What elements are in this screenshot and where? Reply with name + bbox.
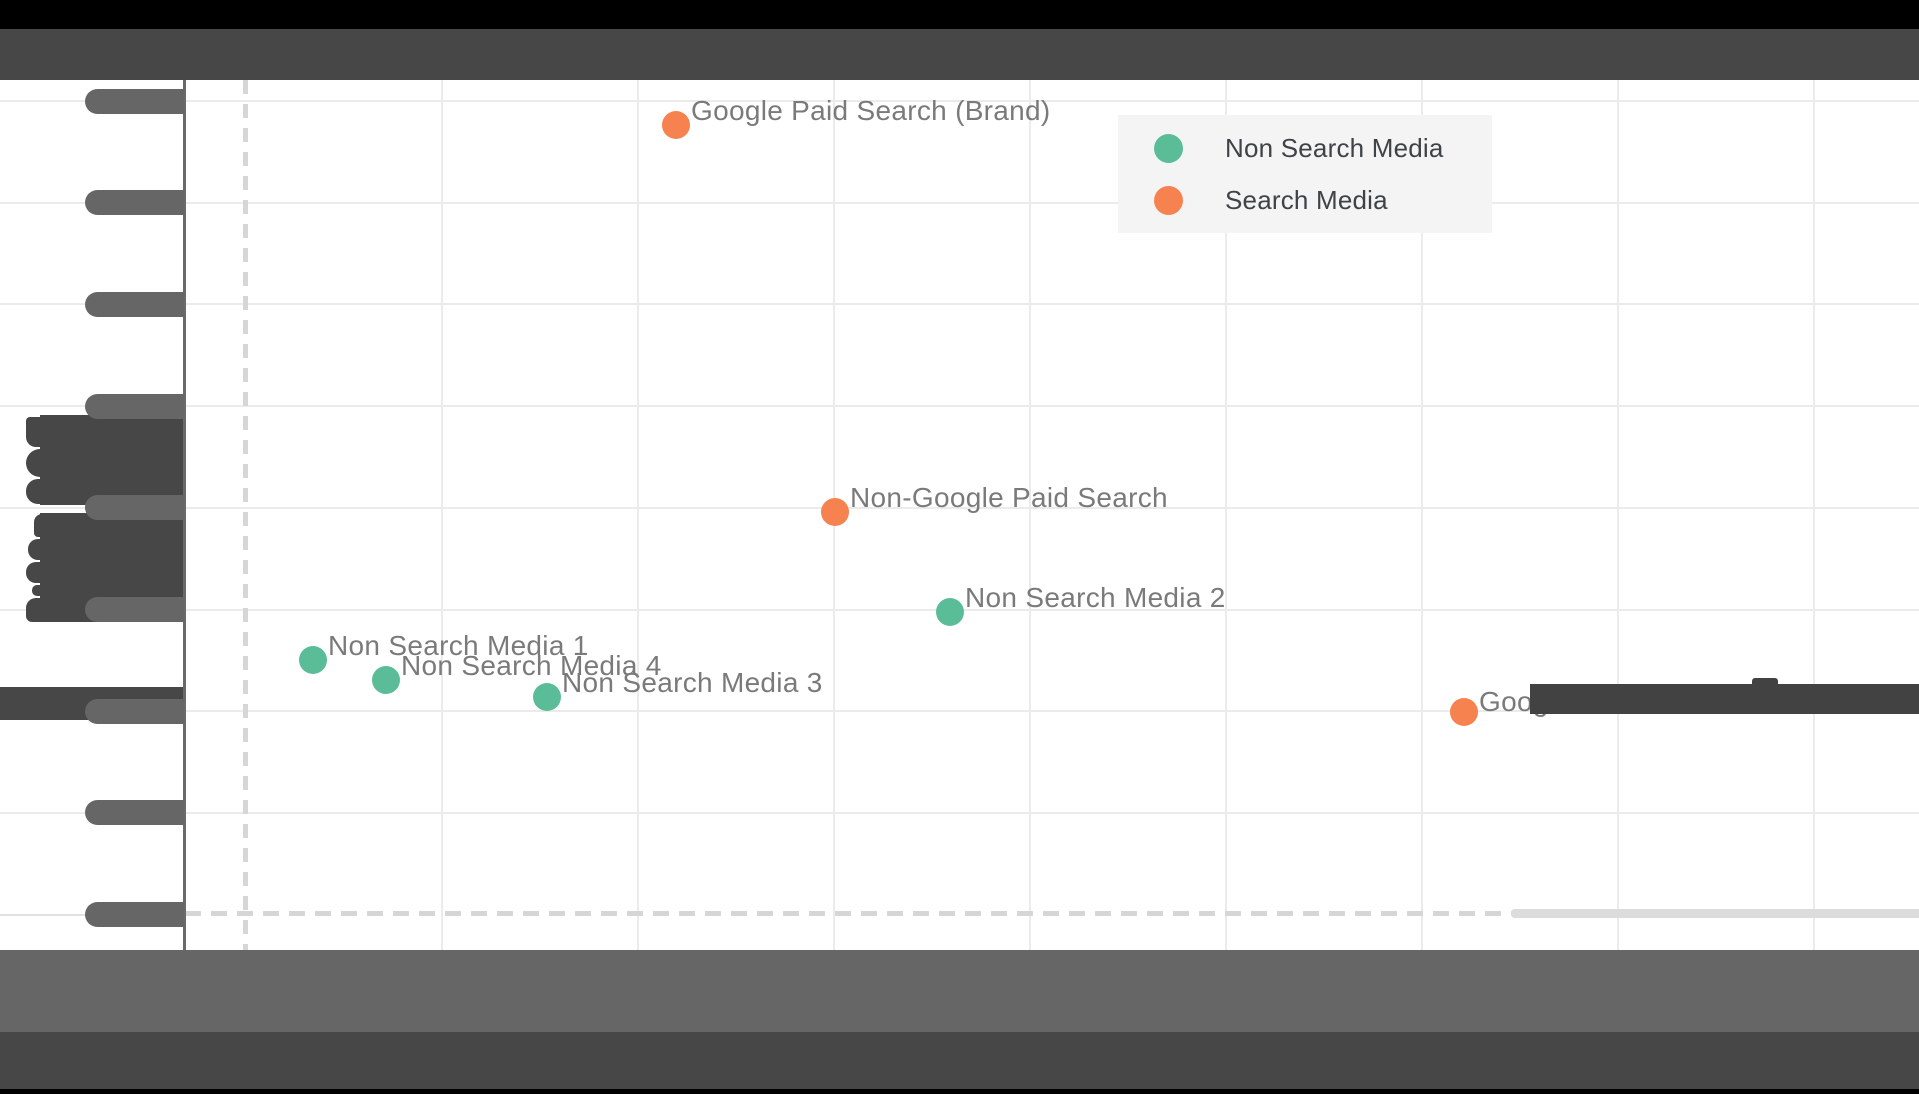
gridline-horizontal bbox=[0, 405, 1919, 408]
y-axis-title-glyph-blob bbox=[34, 514, 56, 537]
gridline-horizontal bbox=[0, 201, 1919, 204]
y-tick-label-redaction bbox=[85, 597, 184, 622]
title-redaction-bar bbox=[0, 29, 1919, 80]
gridline-horizontal bbox=[0, 303, 1919, 306]
x-axis-labels-redaction-bar bbox=[0, 950, 1919, 1032]
data-point-google-paid-search-brand[interactable] bbox=[662, 111, 690, 139]
gridline-vertical bbox=[1028, 80, 1031, 951]
gridline-vertical bbox=[636, 80, 639, 951]
gridline-horizontal bbox=[0, 811, 1919, 814]
legend-item-search-media[interactable]: Search Media bbox=[1118, 177, 1492, 223]
data-point-non-search-media-2[interactable] bbox=[936, 598, 964, 626]
y-tick-label-redaction bbox=[85, 698, 184, 724]
gridline-vertical bbox=[1616, 80, 1619, 951]
y-tick-label-redaction bbox=[85, 393, 184, 419]
y-tick-label-redaction bbox=[85, 291, 184, 317]
legend-dot-icon bbox=[1154, 133, 1183, 163]
gridline-vertical bbox=[1224, 80, 1227, 951]
y-axis-title-glyph-blob bbox=[26, 598, 54, 622]
data-point-label-non-google-paid-search: Non-Google Paid Search bbox=[850, 482, 1168, 513]
y-axis-title-glyph-blob bbox=[26, 562, 54, 583]
data-point-goog[interactable] bbox=[1450, 698, 1478, 726]
gridline-vertical bbox=[1812, 80, 1815, 951]
gridline-vertical bbox=[440, 80, 443, 951]
data-point-label-non-search-media-1: Non Search Media 1 bbox=[328, 630, 589, 661]
y-axis-title-glyph-blob bbox=[32, 585, 52, 596]
data-point-non-search-media-4[interactable] bbox=[372, 666, 400, 694]
bottom-black-bar bbox=[0, 1089, 1919, 1094]
gridline-vertical bbox=[1420, 80, 1423, 951]
data-point-label-non-search-media-3: Non Search Media 3 bbox=[562, 667, 823, 698]
top-black-bar bbox=[0, 0, 1919, 29]
y-tick-label-redaction bbox=[85, 495, 184, 521]
gridline-horizontal bbox=[0, 710, 1919, 713]
y-axis-title-glyph-blob bbox=[28, 539, 54, 560]
legend: Non Search Media Search Media bbox=[1118, 115, 1492, 233]
y-axis-title-redaction-upper bbox=[40, 415, 183, 505]
data-label-redaction-bar bbox=[1530, 684, 1919, 714]
x-axis-title-redaction-bar bbox=[0, 1032, 1919, 1089]
legend-label: Search Media bbox=[1225, 184, 1388, 215]
y-tick-label-redaction bbox=[85, 190, 184, 216]
data-point-label-non-search-media-4: Non Search Media 4 bbox=[401, 650, 662, 681]
y-tick-label-redaction bbox=[85, 902, 184, 928]
reference-line-horizontal-dashed bbox=[185, 910, 1919, 916]
data-point-non-search-media-3[interactable] bbox=[533, 683, 561, 711]
data-point-non-search-media-1[interactable] bbox=[299, 646, 327, 674]
y-axis-title-glyph-blob bbox=[26, 479, 56, 504]
data-label-redaction-bump bbox=[1752, 678, 1778, 688]
data-point-label-non-search-media-2: Non Search Media 2 bbox=[965, 582, 1226, 613]
dashed-line-redaction-bar bbox=[1511, 909, 1919, 918]
reference-line-vertical-dashed bbox=[243, 80, 248, 951]
y-axis-title-glyph-blob bbox=[26, 417, 56, 447]
gridline-horizontal bbox=[0, 100, 1919, 102]
legend-item-non-search-media[interactable]: Non Search Media bbox=[1118, 125, 1492, 171]
y-tick-label-redaction bbox=[85, 800, 184, 826]
data-point-non-google-paid-search[interactable] bbox=[821, 498, 849, 526]
y-tick-label-redaction bbox=[85, 88, 184, 114]
data-point-label-google-paid-search-brand: Google Paid Search (Brand) bbox=[691, 95, 1051, 126]
gridline-horizontal bbox=[0, 506, 1919, 509]
y-axis-title-glyph-blob bbox=[26, 449, 56, 477]
legend-dot-icon bbox=[1154, 185, 1183, 215]
y-axis-line bbox=[183, 80, 186, 951]
legend-label: Non Search Media bbox=[1225, 132, 1444, 163]
